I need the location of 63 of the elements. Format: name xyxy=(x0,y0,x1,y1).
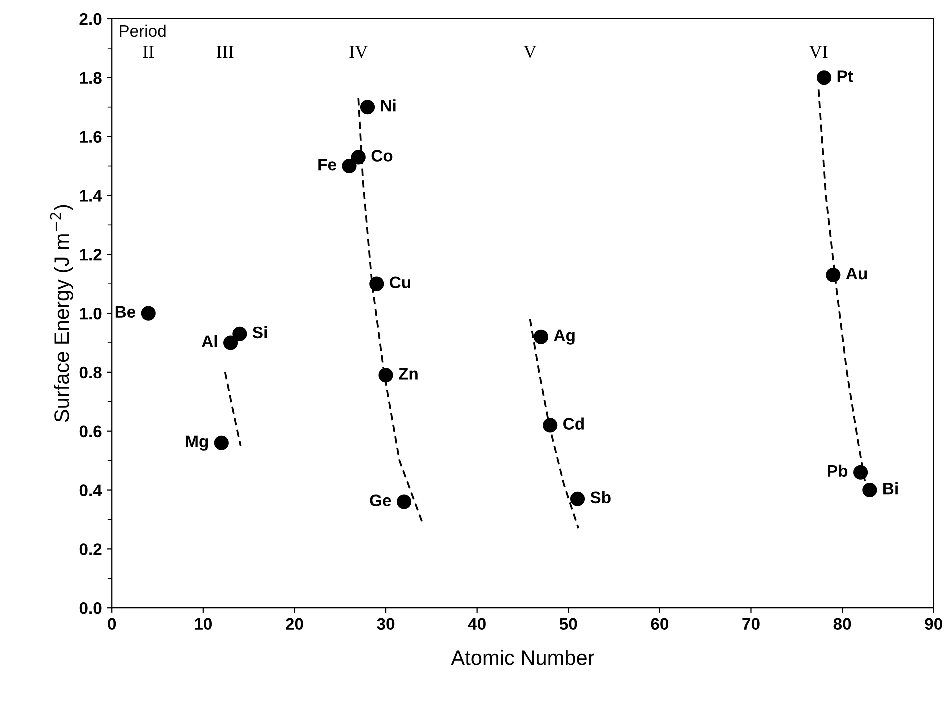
y-tick-label: 0.8 xyxy=(80,366,102,379)
point xyxy=(543,418,558,433)
point xyxy=(534,330,549,344)
point xyxy=(214,436,229,450)
point xyxy=(862,482,878,498)
annotation: Au xyxy=(846,268,868,280)
annotation: Ge xyxy=(370,494,392,507)
x-tick-label: 60 xyxy=(651,618,669,630)
annotation: Ni xyxy=(381,100,396,112)
y-tick-label: 0.6 xyxy=(80,426,102,438)
x-tick-label: 10 xyxy=(195,618,212,630)
annotation: Ag xyxy=(554,330,575,345)
annotation: Co xyxy=(372,150,393,162)
y-tick-label: 0.2 xyxy=(80,544,102,556)
point xyxy=(817,70,832,86)
y-axis-title: Surface Energy (J m$^{−2}$) xyxy=(50,205,74,422)
annotation: VI xyxy=(809,46,828,58)
annotation: V xyxy=(524,46,537,58)
annotation: Si xyxy=(252,326,267,339)
point xyxy=(854,465,868,480)
annotation: II xyxy=(143,46,154,58)
annotation: Zn xyxy=(399,368,418,380)
point xyxy=(396,494,412,510)
x-tick-label: 90 xyxy=(925,618,942,630)
y-tick-label: 1.4 xyxy=(80,190,102,202)
annotation: Cu xyxy=(390,276,411,289)
y-tick-label: 1.2 xyxy=(80,249,102,261)
annotation: Cd xyxy=(564,418,584,430)
y-tick-label: 1.0 xyxy=(80,308,102,320)
point xyxy=(351,150,366,165)
annotation: Mg xyxy=(186,436,208,451)
annotation: IV xyxy=(350,46,368,58)
annotation: Pt xyxy=(838,70,854,82)
annotation: Bi xyxy=(884,482,898,495)
point xyxy=(342,158,357,174)
point xyxy=(141,306,156,321)
y-tick-label: 1.8 xyxy=(80,72,102,84)
x-tick-label: 0 xyxy=(108,618,116,630)
annotation: Period xyxy=(120,24,166,38)
y-tick-label: 2.0 xyxy=(80,13,102,26)
point xyxy=(224,336,238,350)
x-tick-label: 30 xyxy=(377,618,395,630)
x-tick-label: 80 xyxy=(834,618,852,630)
x-tick-label: 70 xyxy=(742,618,760,630)
annotation: III xyxy=(216,46,234,58)
point xyxy=(360,100,376,115)
x-tick-label: 40 xyxy=(468,618,486,630)
point xyxy=(370,276,384,292)
x-tick-label: 20 xyxy=(286,618,304,630)
x-tick-label: 50 xyxy=(560,618,578,630)
point xyxy=(378,368,394,383)
point xyxy=(232,326,248,342)
point xyxy=(570,492,586,506)
annotation: Al xyxy=(202,335,218,348)
annotation: Pb xyxy=(828,464,848,478)
annotation: Fe xyxy=(318,159,336,171)
y-tick-label: 0.4 xyxy=(80,484,102,496)
annotation: Sb xyxy=(590,491,611,504)
annotation: Be xyxy=(116,306,136,318)
y-tick-label: 1.6 xyxy=(80,131,102,144)
point xyxy=(826,268,841,283)
x-axis-title: Atomic Number xyxy=(451,650,594,666)
y-tick-label: 0.0 xyxy=(80,602,102,614)
